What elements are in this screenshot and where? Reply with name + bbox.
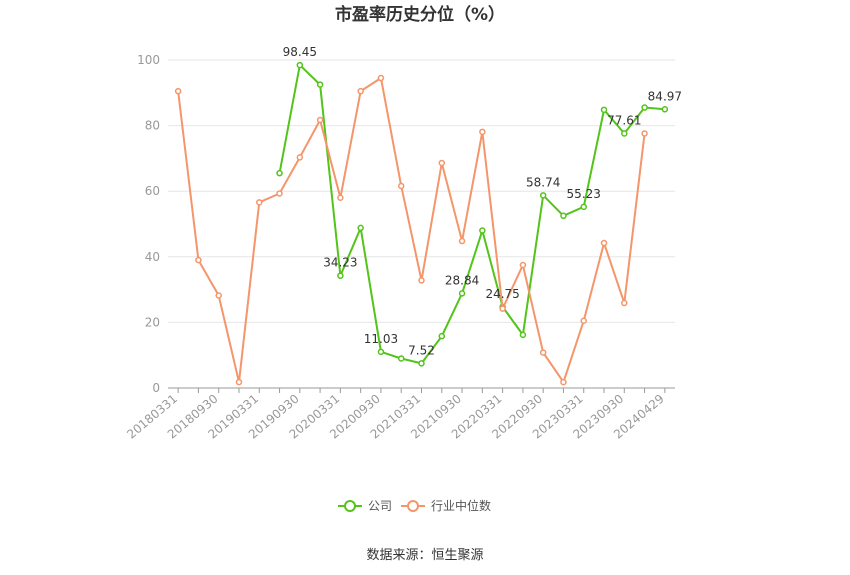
series-1-point[interactable] — [560, 378, 567, 386]
series-1-point[interactable] — [479, 128, 486, 136]
series-1-point[interactable] — [357, 87, 364, 95]
y-tick-label: 100 — [137, 53, 160, 67]
series-1-point[interactable] — [235, 378, 243, 386]
series-0-point[interactable] — [316, 81, 324, 88]
series-0-point[interactable] — [621, 130, 628, 137]
series-1-point[interactable] — [539, 349, 547, 356]
series-1-point[interactable] — [621, 299, 628, 307]
series-1-point[interactable] — [377, 74, 385, 82]
series-0-point[interactable] — [438, 332, 446, 340]
series-1-point[interactable] — [641, 130, 648, 137]
series-1-point[interactable] — [296, 154, 304, 161]
legend-swatch-marker — [407, 500, 419, 512]
legend-item-1[interactable]: 行业中位数 — [401, 498, 491, 513]
series-line-1 — [177, 76, 646, 385]
series-1-point[interactable] — [438, 159, 446, 167]
y-tick-label: 60 — [145, 184, 160, 198]
legend[interactable]: 公司 行业中位数 — [338, 498, 491, 513]
series-1-point[interactable] — [519, 261, 527, 269]
legend-item-0[interactable]: 公司 — [338, 499, 392, 513]
y-tick-label: 80 — [145, 119, 160, 133]
data-label: 58.74 — [526, 175, 560, 189]
series-0-point[interactable] — [418, 360, 425, 367]
series-1-point[interactable] — [174, 87, 182, 95]
source-text: 数据来源：恒生聚源 — [366, 548, 483, 563]
series-0-point[interactable] — [661, 106, 669, 113]
series-1-point[interactable] — [499, 305, 506, 312]
series-1-point[interactable] — [256, 199, 263, 206]
series-1-point[interactable] — [418, 277, 425, 284]
series-0-point[interactable] — [357, 224, 364, 232]
y-tick-label: 20 — [145, 315, 160, 329]
data-label: 98.45 — [283, 45, 317, 59]
series-0-point[interactable] — [458, 290, 466, 297]
legend-label: 公司 — [368, 499, 392, 513]
series-0-point[interactable] — [539, 192, 547, 199]
series-1-point[interactable] — [316, 116, 324, 124]
series-1-point[interactable] — [458, 237, 466, 245]
series-0-point[interactable] — [276, 169, 283, 177]
series-0-point[interactable] — [641, 104, 648, 111]
data-label: 84.97 — [648, 89, 682, 103]
axes: 0204060801002018033120180930201903312019… — [124, 53, 675, 442]
series-1-point[interactable] — [580, 317, 587, 325]
series-0-point[interactable] — [479, 227, 486, 234]
y-tick-label: 40 — [145, 250, 160, 264]
data-label: 11.03 — [364, 332, 398, 346]
series-0-point[interactable] — [337, 272, 344, 279]
series-0-point[interactable] — [397, 355, 405, 362]
series-1-point[interactable] — [600, 239, 608, 247]
data-label: 28.84 — [445, 273, 479, 287]
data-labels: 98.45 34.23 11.03 7.52 28.84 24.75 58.74 55.23 7… — [283, 45, 682, 357]
series-0-point[interactable] — [296, 61, 304, 69]
legend-label: 行业中位数 — [431, 498, 491, 513]
data-label: 24.75 — [485, 287, 519, 301]
series-0-point[interactable] — [519, 331, 527, 339]
chart-title: 市盈率历史分位（%） — [335, 4, 505, 25]
y-tick-label: 0 — [152, 381, 160, 395]
series-0-point[interactable] — [377, 348, 385, 356]
series-0-point[interactable] — [560, 212, 567, 220]
series-1-point[interactable] — [397, 182, 405, 190]
series-line-0 — [278, 63, 665, 365]
data-label: 55.23 — [567, 187, 601, 201]
series-1-point[interactable] — [195, 256, 202, 264]
series-0-point[interactable] — [580, 203, 587, 211]
data-label: 77.61 — [607, 113, 641, 127]
series-0-point[interactable] — [600, 106, 608, 114]
legend-swatch-marker — [344, 500, 356, 512]
series-1-point[interactable] — [215, 292, 222, 299]
data-label: 34.23 — [323, 256, 357, 270]
series-1-point[interactable] — [337, 194, 344, 202]
series-1-point[interactable] — [276, 190, 283, 197]
data-label: 7.52 — [408, 343, 435, 357]
series-layer — [174, 61, 669, 386]
